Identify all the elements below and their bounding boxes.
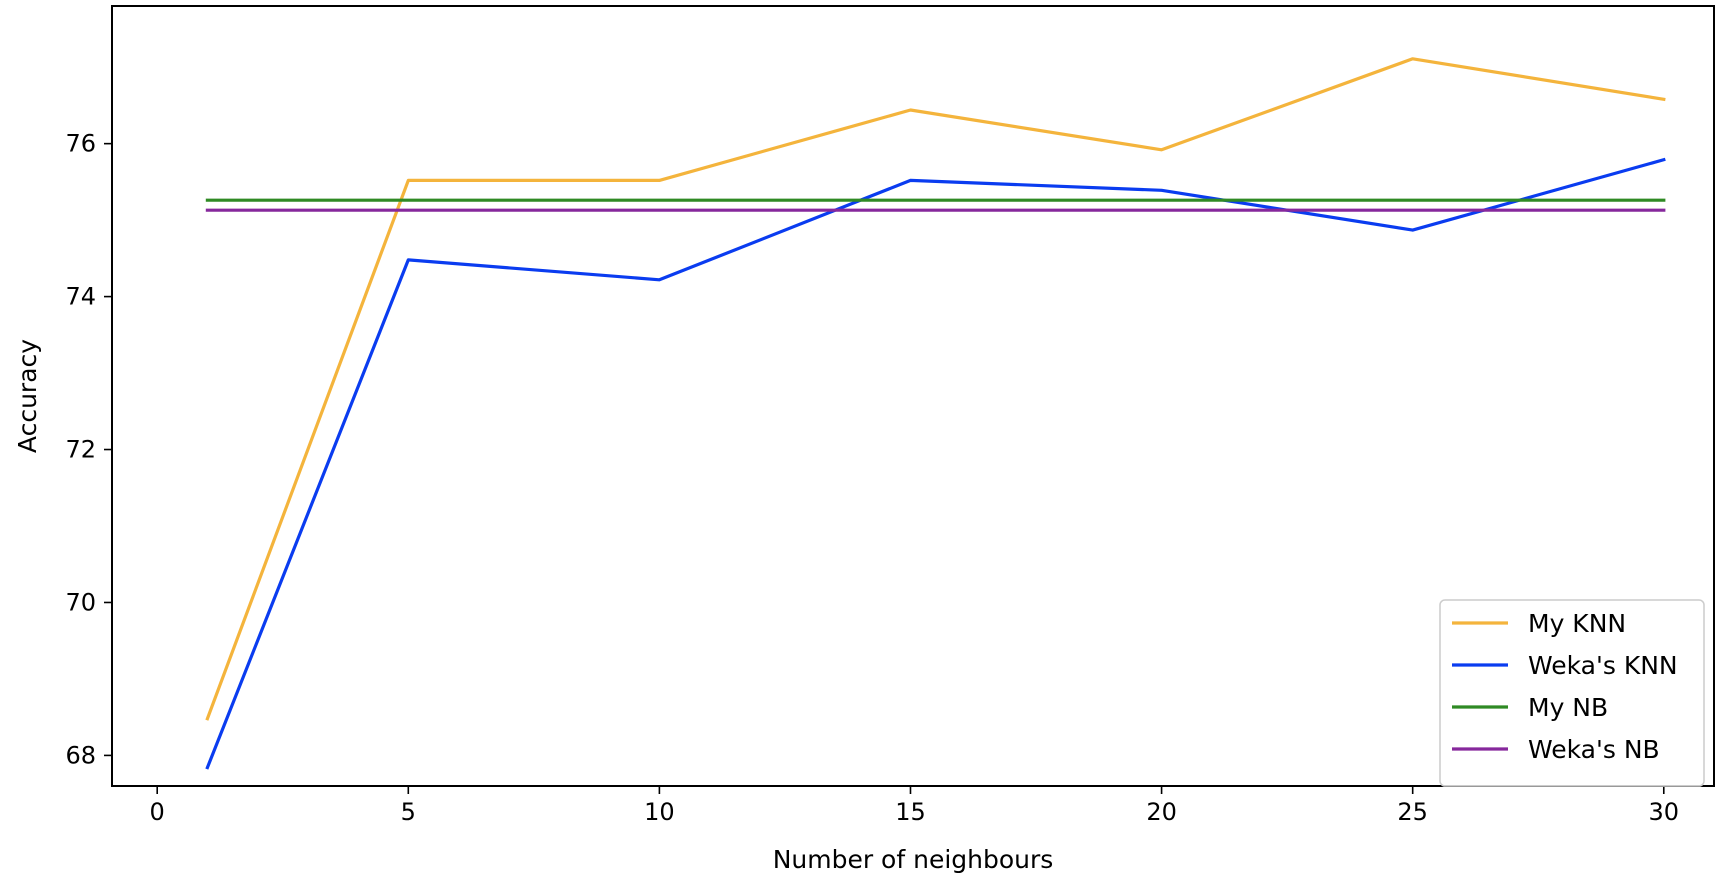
y-axis-label: Accuracy — [13, 339, 42, 453]
x-axis-label: Number of neighbours — [773, 845, 1054, 874]
x-tick-label: 20 — [1146, 798, 1177, 826]
y-axis-ticks: 68 70 72 74 76 — [65, 130, 112, 769]
legend-label-0: My KNN — [1528, 609, 1626, 638]
series-lines — [205, 57, 1666, 770]
x-tick-label: 10 — [644, 798, 675, 826]
x-tick-label: 15 — [895, 798, 926, 826]
series-line-0 — [205, 57, 1666, 721]
x-axis-ticks: 0 5 10 15 20 25 30 — [150, 786, 1679, 826]
y-tick-label: 72 — [65, 436, 96, 464]
y-tick-label: 70 — [65, 588, 96, 616]
x-tick-label: 30 — [1649, 798, 1680, 826]
plot-area-frame — [111, 5, 1715, 787]
x-tick-label: 25 — [1397, 798, 1428, 826]
series-line-1 — [205, 157, 1666, 770]
y-tick-label: 74 — [65, 283, 96, 311]
y-tick-label: 76 — [65, 130, 96, 158]
legend-label-2: My NB — [1528, 693, 1608, 722]
legend: My KNN Weka's KNN My NB Weka's NB — [1439, 599, 1705, 787]
legend-box — [1439, 599, 1705, 787]
x-tick-label: 5 — [401, 798, 416, 826]
x-tick-label: 0 — [150, 798, 165, 826]
legend-label-3: Weka's NB — [1528, 735, 1660, 764]
y-tick-label: 68 — [65, 741, 96, 769]
legend-label-1: Weka's KNN — [1528, 651, 1678, 680]
